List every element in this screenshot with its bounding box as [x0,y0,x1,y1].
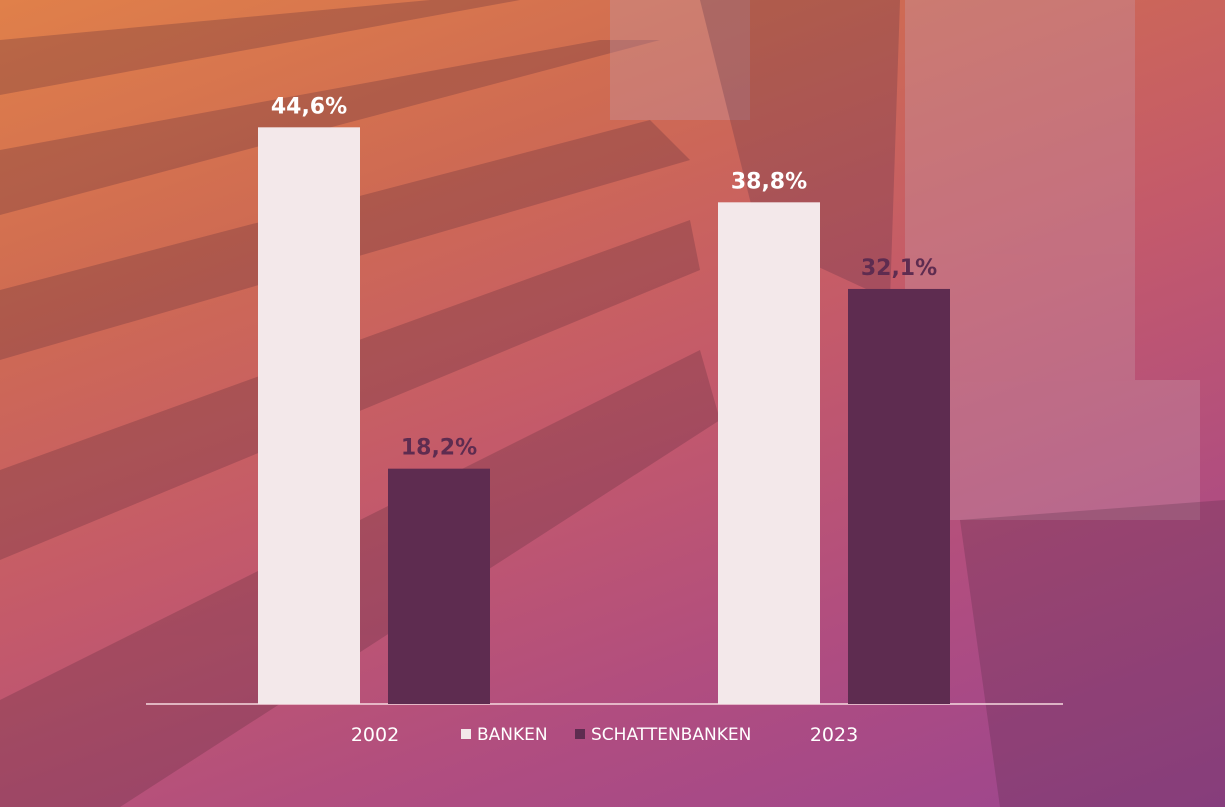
legend-label-schattenbanken: SCHATTENBANKEN [591,725,751,745]
value-label-banken-2023: 38,8% [731,169,807,194]
bar-schattenbanken-2002 [388,468,490,704]
legend-swatch-banken [461,729,471,739]
bar-banken-2002 [258,127,360,704]
value-label-schattenbanken-2002: 18,2% [401,436,477,461]
legend-label-banken: BANKEN [477,725,548,745]
value-label-banken-2002: 44,6% [271,94,347,119]
legend-swatch-schattenbanken [575,729,585,739]
value-label-schattenbanken-2023: 32,1% [861,256,937,281]
x-tick-label-2002: 2002 [351,724,399,746]
bar-banken-2023 [718,202,820,705]
bar-schattenbanken-2023 [848,288,950,704]
x-tick-label-2023: 2023 [810,724,858,746]
